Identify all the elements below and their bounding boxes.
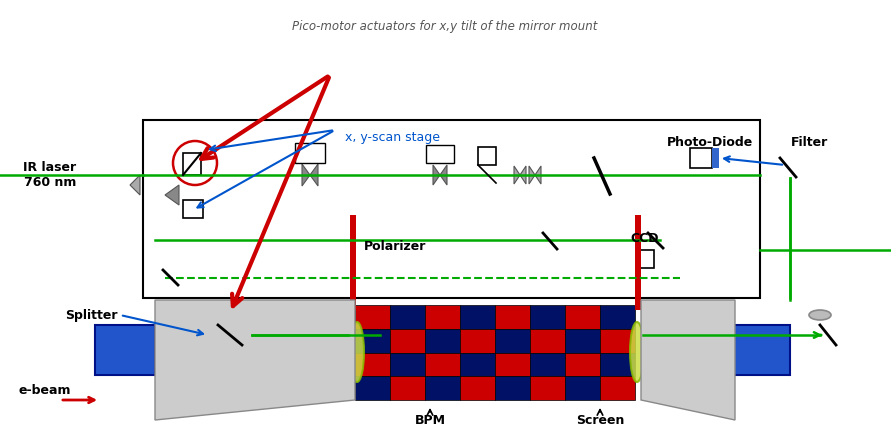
Bar — [600, 352, 635, 376]
Bar — [530, 376, 565, 400]
Text: Screen: Screen — [576, 414, 625, 427]
Bar — [712, 148, 719, 168]
Text: x, y-scan stage: x, y-scan stage — [345, 132, 440, 145]
Polygon shape — [155, 300, 355, 420]
Bar — [460, 329, 495, 352]
Bar — [355, 352, 390, 376]
Bar — [143, 120, 760, 298]
Bar — [636, 250, 654, 268]
Bar — [565, 352, 600, 376]
Text: IR laser
760 nm: IR laser 760 nm — [23, 161, 77, 189]
Bar — [425, 376, 460, 400]
Bar — [495, 352, 530, 376]
Bar — [425, 329, 460, 352]
Bar — [355, 376, 390, 400]
Bar — [530, 305, 565, 329]
Ellipse shape — [809, 310, 831, 320]
Text: Polarizer: Polarizer — [364, 240, 426, 253]
Bar — [565, 376, 600, 400]
Text: CCD: CCD — [631, 231, 659, 244]
Bar — [355, 305, 390, 329]
Bar — [390, 329, 425, 352]
Bar — [635, 215, 641, 310]
Polygon shape — [302, 164, 310, 186]
Bar — [565, 329, 600, 352]
Bar — [530, 329, 565, 352]
Polygon shape — [440, 165, 447, 185]
Bar — [600, 329, 635, 352]
Bar — [690, 148, 712, 168]
Polygon shape — [520, 166, 526, 184]
Bar — [390, 376, 425, 400]
Ellipse shape — [630, 322, 644, 382]
Polygon shape — [529, 166, 535, 184]
Bar — [460, 305, 495, 329]
Bar — [600, 376, 635, 400]
Text: BPM: BPM — [414, 414, 446, 427]
Bar — [495, 305, 530, 329]
Text: Splitter: Splitter — [65, 309, 118, 322]
Bar — [530, 352, 565, 376]
Bar — [390, 352, 425, 376]
Text: Pico-motor actuators for x,y tilt of the mirror mount: Pico-motor actuators for x,y tilt of the… — [292, 20, 598, 33]
Text: Photo-Diode: Photo-Diode — [666, 137, 753, 149]
Bar — [426, 145, 454, 163]
Polygon shape — [165, 185, 179, 205]
Polygon shape — [310, 164, 318, 186]
Bar — [295, 143, 325, 163]
Text: e-beam: e-beam — [19, 384, 71, 397]
Bar — [565, 305, 600, 329]
Bar — [350, 215, 356, 310]
Bar — [600, 305, 635, 329]
Bar — [390, 305, 425, 329]
Polygon shape — [433, 165, 440, 185]
Bar — [183, 153, 201, 175]
Bar — [495, 376, 530, 400]
Bar — [460, 352, 495, 376]
Bar — [495, 329, 530, 352]
Bar — [425, 352, 460, 376]
Bar — [478, 147, 496, 165]
Bar — [183, 200, 203, 218]
Bar — [95, 325, 155, 375]
Polygon shape — [641, 300, 735, 420]
Ellipse shape — [350, 322, 364, 382]
Polygon shape — [535, 166, 541, 184]
Bar — [355, 329, 390, 352]
Bar — [460, 376, 495, 400]
Polygon shape — [514, 166, 520, 184]
Text: Filter: Filter — [791, 137, 829, 149]
Bar — [730, 325, 790, 375]
Bar — [425, 305, 460, 329]
Polygon shape — [130, 175, 140, 195]
